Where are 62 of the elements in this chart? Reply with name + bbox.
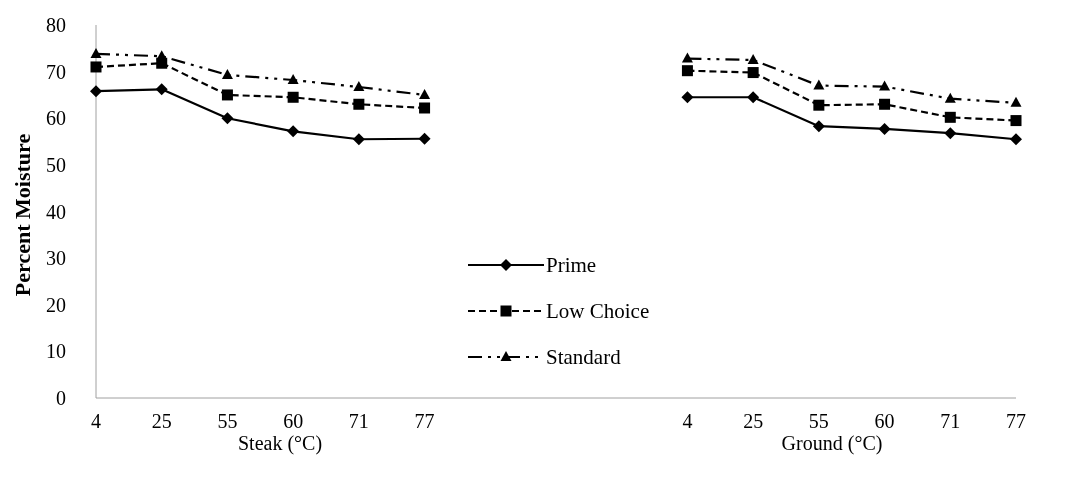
point xyxy=(1010,115,1022,127)
point xyxy=(287,74,299,85)
point xyxy=(813,99,825,111)
y-axis-title: Percent Moisture xyxy=(10,133,36,297)
point xyxy=(156,50,168,61)
x-tick-label: 4 xyxy=(682,410,693,433)
point xyxy=(287,125,300,138)
y-tick-label: 40 xyxy=(46,200,66,223)
x-tick-label: 60 xyxy=(874,410,895,433)
point xyxy=(747,53,759,64)
point xyxy=(418,132,431,145)
point xyxy=(419,88,431,99)
y-tick-label: 10 xyxy=(46,340,66,363)
point xyxy=(155,83,168,96)
point xyxy=(221,112,234,125)
x-tick-label: 55 xyxy=(808,410,829,433)
y-tick-label: 80 xyxy=(46,14,66,37)
point xyxy=(90,61,102,73)
x-tick-label: 71 xyxy=(348,410,369,433)
text: Ground (°C) xyxy=(781,432,883,455)
point xyxy=(353,98,365,110)
point xyxy=(287,91,299,103)
point xyxy=(1010,96,1022,107)
text: Steak (°C) xyxy=(237,432,323,455)
point xyxy=(879,80,891,91)
y-tick-label: 30 xyxy=(46,247,66,270)
point xyxy=(221,89,233,101)
point xyxy=(944,111,956,123)
x-tick-label: 71 xyxy=(940,410,961,433)
x-tick-label: 77 xyxy=(414,410,435,433)
point xyxy=(90,47,102,58)
x-tick-label: 60 xyxy=(283,410,304,433)
legend-label: Prime xyxy=(546,252,597,278)
x-tick-label: 55 xyxy=(217,410,238,433)
point xyxy=(747,67,759,79)
y-tick-label: 70 xyxy=(46,60,66,83)
point xyxy=(879,98,891,110)
point xyxy=(419,102,431,114)
point xyxy=(878,122,891,135)
x-tick-label: 25 xyxy=(743,410,764,433)
point xyxy=(813,79,825,90)
point xyxy=(90,85,102,98)
y-tick-label: 60 xyxy=(46,107,66,130)
point xyxy=(681,91,694,104)
point xyxy=(944,92,956,103)
x-tick-label: 25 xyxy=(151,410,172,433)
legend-label: Standard xyxy=(546,344,621,370)
point xyxy=(681,65,693,77)
y-tick-label: 20 xyxy=(46,293,66,316)
point xyxy=(353,81,365,92)
point xyxy=(812,120,825,133)
y-tick-label: 0 xyxy=(56,387,66,410)
point xyxy=(944,127,957,140)
point xyxy=(1010,133,1022,146)
point xyxy=(681,52,693,63)
point xyxy=(352,133,365,146)
point xyxy=(221,68,233,79)
x-tick-label: 77 xyxy=(1006,410,1026,433)
point xyxy=(747,91,760,104)
legend-label: Low Choice xyxy=(546,298,650,324)
x-tick-label: 4 xyxy=(91,410,101,433)
y-tick-label: 50 xyxy=(46,153,66,176)
